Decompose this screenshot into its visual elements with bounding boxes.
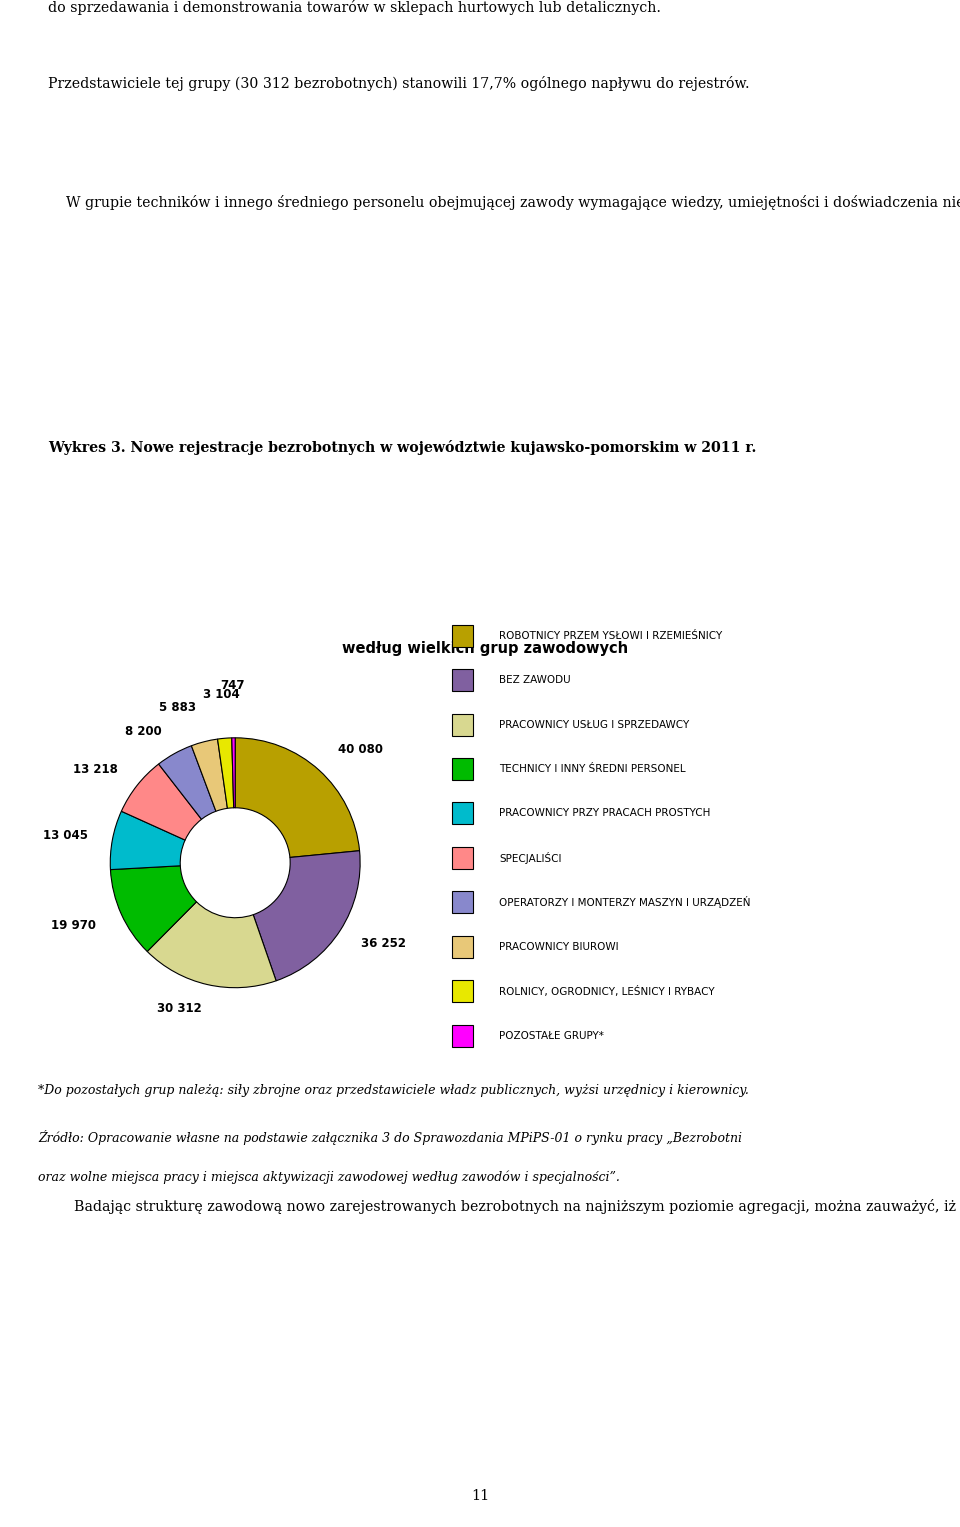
Text: 8 200: 8 200: [126, 725, 162, 739]
Wedge shape: [253, 851, 360, 980]
Wedge shape: [231, 738, 235, 808]
Text: 13 045: 13 045: [43, 829, 87, 841]
Text: 40 080: 40 080: [338, 744, 383, 756]
Wedge shape: [158, 745, 216, 820]
FancyBboxPatch shape: [451, 936, 473, 957]
Text: 13 218: 13 218: [73, 764, 117, 776]
Wedge shape: [110, 866, 197, 951]
Text: według wielkich grup zawodowych: według wielkich grup zawodowych: [342, 641, 628, 657]
FancyBboxPatch shape: [451, 892, 473, 913]
Text: ROLNICY, OGRODNICY, LEŚNICY I RYBACY: ROLNICY, OGRODNICY, LEŚNICY I RYBACY: [499, 985, 714, 997]
Text: Źródło: Opracowanie własne na podstawie załącznika 3 do Sprawozdania MPiPS-01 o : Źródło: Opracowanie własne na podstawie …: [38, 1130, 742, 1145]
Wedge shape: [191, 739, 228, 811]
Text: POZOSTAŁE GRUPY*: POZOSTAŁE GRUPY*: [499, 1031, 604, 1040]
Text: 11: 11: [470, 1489, 490, 1504]
Wedge shape: [218, 738, 233, 808]
FancyBboxPatch shape: [451, 625, 473, 646]
Text: W grupie techników i innego średniego personelu obejmującej zawody wymagające wi: W grupie techników i innego średniego pe…: [48, 195, 960, 211]
Text: Wykres 3. Nowe rejestracje bezrobotnych w województwie kujawsko-pomorskim w 2011: Wykres 3. Nowe rejestracje bezrobotnych …: [48, 440, 756, 455]
Text: *Do pozostałych grup należą: siły zbrojne oraz przedstawiciele władz publicznych: *Do pozostałych grup należą: siły zbrojn…: [38, 1084, 749, 1098]
Text: BEZ ZAWODU: BEZ ZAWODU: [499, 675, 570, 686]
Text: 3 104: 3 104: [203, 689, 239, 701]
Text: 5 883: 5 883: [158, 701, 196, 715]
FancyBboxPatch shape: [451, 847, 473, 869]
Text: Przedstawiciele tej grupy (30 312 bezrobotnych) stanowili 17,7% ogólnego napływu: Przedstawiciele tej grupy (30 312 bezrob…: [48, 76, 750, 92]
Text: oraz wolne miejsca pracy i miejsca aktywizacji zawodowej według zawodów i specja: oraz wolne miejsca pracy i miejsca aktyw…: [38, 1170, 620, 1183]
FancyBboxPatch shape: [451, 980, 473, 1002]
Text: ROBOTNICY PRZEM YSŁOWI I RZEMIEŚNICY: ROBOTNICY PRZEM YSŁOWI I RZEMIEŚNICY: [499, 631, 722, 641]
FancyBboxPatch shape: [451, 1025, 473, 1046]
Text: TECHNICY I INNY ŚREDNI PERSONEL: TECHNICY I INNY ŚREDNI PERSONEL: [499, 764, 685, 774]
FancyBboxPatch shape: [451, 669, 473, 692]
Text: SPECJALIŚCI: SPECJALIŚCI: [499, 852, 562, 864]
Text: 747: 747: [221, 680, 245, 692]
Wedge shape: [235, 738, 360, 858]
Text: do sprzedawania i demonstrowania towarów w sklepach hurtowych lub detalicznych.: do sprzedawania i demonstrowania towarów…: [48, 0, 661, 15]
Text: OPERATORZY I MONTERZY MASZYN I URZĄDZEŃ: OPERATORZY I MONTERZY MASZYN I URZĄDZEŃ: [499, 896, 751, 909]
FancyBboxPatch shape: [451, 757, 473, 780]
FancyBboxPatch shape: [451, 713, 473, 736]
Text: 30 312: 30 312: [157, 1002, 202, 1015]
Text: Badając strukturę zawodową nowo zarejestrowanych bezrobotnych na najniższym pozi: Badając strukturę zawodową nowo zarejest…: [38, 1199, 960, 1214]
Wedge shape: [121, 764, 202, 840]
Wedge shape: [147, 902, 276, 988]
FancyBboxPatch shape: [451, 802, 473, 825]
Text: 36 252: 36 252: [361, 938, 406, 950]
Text: 19 970: 19 970: [51, 919, 96, 931]
Wedge shape: [110, 811, 185, 869]
Text: PRACOWNICY PRZY PRACACH PROSTYCH: PRACOWNICY PRZY PRACACH PROSTYCH: [499, 808, 710, 818]
Text: PRACOWNICY BIUROWI: PRACOWNICY BIUROWI: [499, 942, 618, 951]
Text: PRACOWNICY USŁUG I SPRZEDAWCY: PRACOWNICY USŁUG I SPRZEDAWCY: [499, 719, 689, 730]
